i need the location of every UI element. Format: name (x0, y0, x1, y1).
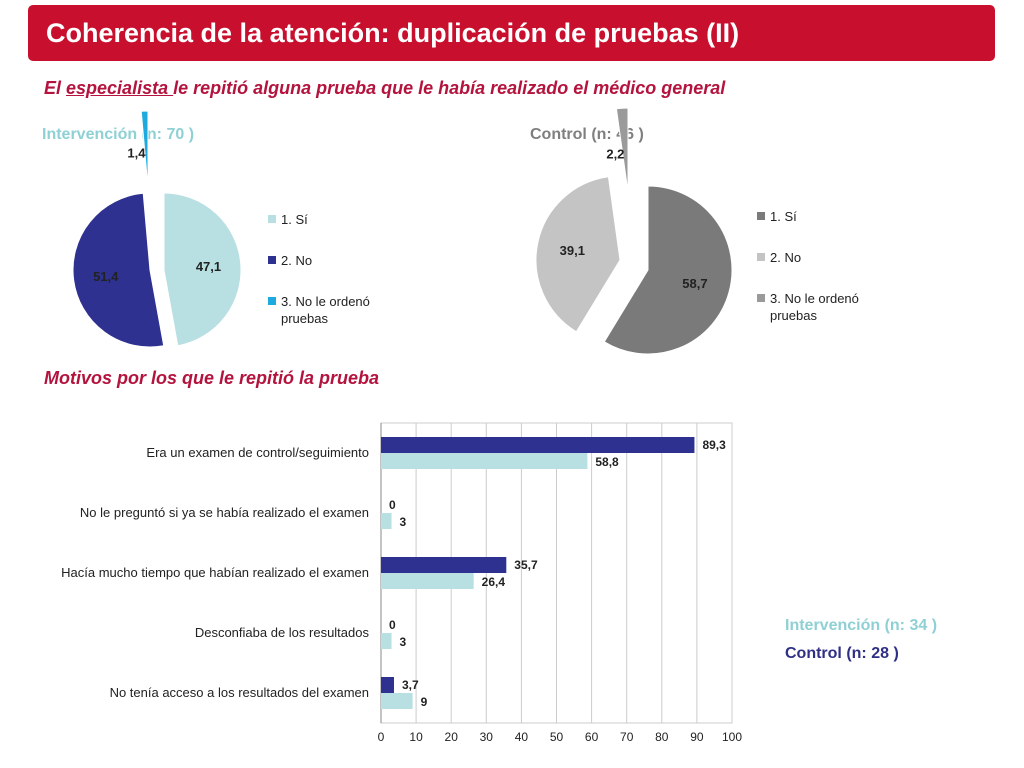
pie-0-legend-swatch-2 (268, 297, 276, 305)
bar-0-4 (381, 677, 394, 693)
legend-intervention: Intervención (n: 34 ) (785, 617, 938, 634)
pie-1-legend-label-2: 3. No le ordenó (770, 291, 859, 306)
bar-1-3 (381, 633, 392, 649)
pie-1-legend-label-1: 2. No (770, 250, 801, 265)
pie-0-slice-0 (163, 192, 242, 347)
bar-data-label-0-1: 0 (389, 498, 396, 512)
bar-data-label-1-3: 3 (400, 635, 407, 649)
bar-xtick-2: 20 (445, 730, 459, 744)
pie-0-slice-2 (140, 110, 149, 189)
pie-1-legend-label-0: 1. Sí (770, 209, 797, 224)
title-bar: Coherencia de la atención: duplicación d… (28, 5, 995, 61)
bar-data-label-0-2: 35,7 (514, 558, 538, 572)
bar-0-0 (381, 437, 695, 453)
bar-xtick-8: 80 (655, 730, 669, 744)
pie-0-slice-1 (72, 192, 165, 348)
pie-1-legend-label-2-cont: pruebas (770, 308, 817, 323)
pie-1-slice-1 (535, 176, 621, 333)
bar-1-4 (381, 693, 413, 709)
subtitle-underlined: especialista (66, 78, 174, 98)
bar-category-label-4: No tenía acceso a los resultados del exa… (110, 685, 369, 700)
bar-xtick-3: 30 (480, 730, 494, 744)
pie-0-legend-label-1: 2. No (281, 253, 312, 268)
subtitle: El especialista le repitió alguna prueba… (44, 78, 725, 99)
bar-xtick-1: 10 (409, 730, 423, 744)
subtitle-before: El (44, 78, 67, 98)
bar-1-0 (381, 453, 588, 469)
pie-1-legend-swatch-0 (757, 212, 765, 220)
bar-data-label-1-4: 9 (421, 695, 428, 709)
pie-title-intervention: Intervención (n: 70 ) (42, 126, 195, 143)
bar-category-label-2: Hacía mucho tiempo que habían realizado … (61, 565, 369, 580)
pie-1-slice-0 (603, 185, 733, 355)
pie-0-legend-label-0: 1. Sí (281, 212, 308, 227)
pie-title-control: Control (n: 46 ) (530, 126, 644, 143)
pie-1-legend-swatch-1 (757, 253, 765, 261)
bar-data-label-1-1: 3 (400, 515, 407, 529)
bar-data-label-0-0: 89,3 (702, 438, 726, 452)
pie-1-legend-swatch-2 (757, 294, 765, 302)
pie-0-legend-label-2: 3. No le ordenó (281, 294, 370, 309)
bar-xtick-0: 0 (378, 730, 385, 744)
subtitle-after: le repitió alguna prueba que le había re… (173, 78, 726, 98)
bar-0-2 (381, 557, 507, 573)
pie-0-data-label-1: 51,4 (93, 269, 119, 284)
pie-0-legend-swatch-0 (268, 215, 276, 223)
bar-xtick-9: 90 (690, 730, 704, 744)
page-title: Coherencia de la atención: duplicación d… (46, 18, 740, 48)
section2-title: Motivos por los que le repitió la prueba (44, 368, 380, 388)
pie-1-data-label-0: 58,7 (682, 276, 707, 291)
pie-0-data-label-0: 47,1 (196, 259, 221, 274)
bar-1-1 (381, 513, 392, 529)
bar-data-label-0-3: 0 (389, 618, 396, 632)
pie-1-data-label-2: 2,2 (606, 146, 624, 161)
bar-data-label-1-2: 26,4 (482, 575, 506, 589)
bar-1-2 (381, 573, 474, 589)
bar-xtick-7: 70 (620, 730, 634, 744)
pie-1-data-label-1: 39,1 (560, 243, 585, 258)
bar-xtick-6: 60 (585, 730, 599, 744)
pie-0-legend-swatch-1 (268, 256, 276, 264)
bar-data-label-0-4: 3,7 (402, 678, 419, 692)
pie-1-slice-2 (615, 107, 629, 193)
bar-category-label-3: Desconfiaba de los resultados (195, 625, 370, 640)
pie-0-data-label-2: 1,4 (127, 145, 146, 160)
bar-category-label-0: Era un examen de control/seguimiento (146, 445, 369, 460)
bar-xtick-4: 40 (515, 730, 529, 744)
bar-data-label-1-0: 58,8 (595, 455, 619, 469)
pie-0-legend-label-2-cont: pruebas (281, 311, 328, 326)
bar-xtick-5: 50 (550, 730, 564, 744)
bar-xtick-10: 100 (722, 730, 742, 744)
bar-category-label-1: No le preguntó si ya se había realizado … (80, 505, 369, 520)
legend-control: Control (n: 28 ) (785, 645, 899, 662)
